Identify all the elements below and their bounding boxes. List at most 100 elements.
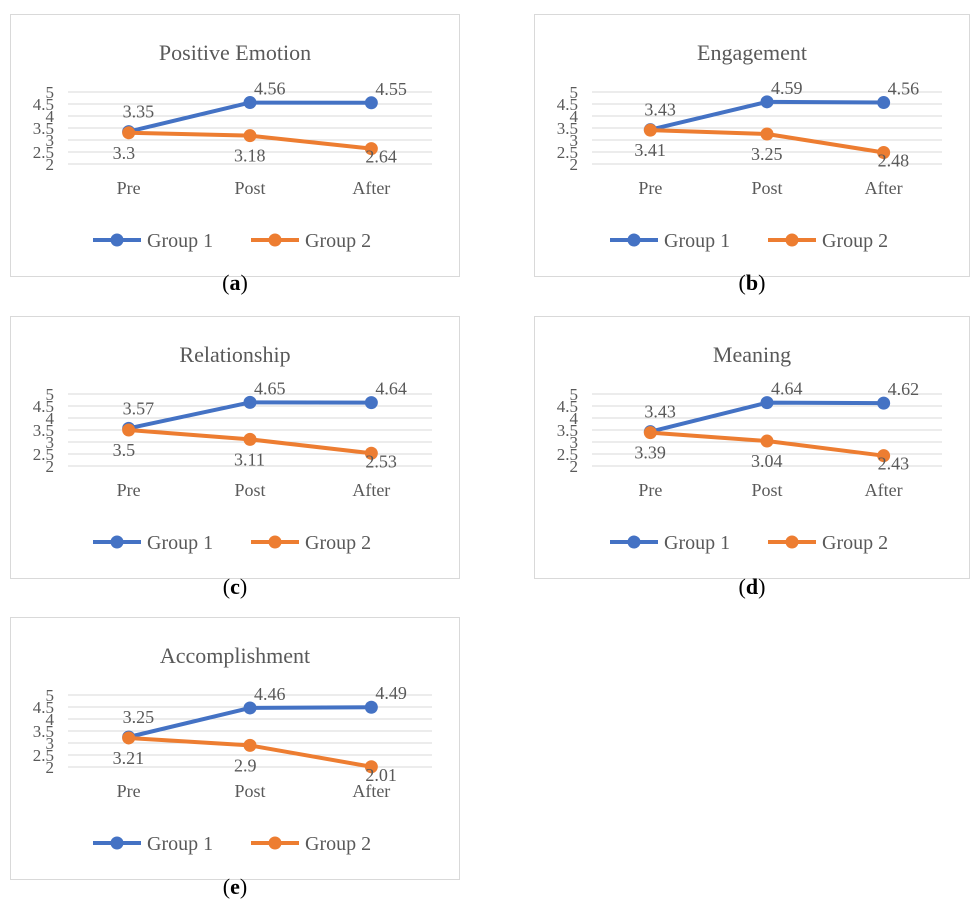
chart-svg: Positive Emotion22.533.544.55Pre Post Afte… bbox=[10, 14, 460, 277]
y-tick-label: 5 bbox=[570, 83, 579, 102]
data-point bbox=[244, 129, 257, 142]
data-label: 4.62 bbox=[888, 379, 920, 399]
data-label: 3.11 bbox=[234, 449, 265, 469]
data-label: 3.35 bbox=[123, 102, 154, 122]
legend-label: Group 2 bbox=[305, 532, 371, 554]
legend-marker bbox=[628, 234, 641, 247]
data-label: 3.21 bbox=[113, 748, 144, 768]
data-label: 2.53 bbox=[365, 451, 397, 471]
legend-label: Group 1 bbox=[664, 532, 730, 554]
panel-caption: (c) bbox=[10, 574, 460, 600]
legend-label: Group 2 bbox=[305, 230, 371, 252]
data-label: 4.64 bbox=[375, 379, 407, 399]
x-tick-label: Post bbox=[234, 480, 265, 500]
legend-label: Group 1 bbox=[147, 230, 213, 252]
data-point bbox=[761, 128, 774, 141]
data-label: 3.3 bbox=[113, 143, 135, 163]
chart-svg: Accomplishment22.533.544.55Pre Post After3… bbox=[10, 617, 460, 880]
chart-title: Accomplishment bbox=[160, 643, 310, 668]
chart-title: Relationship bbox=[179, 342, 290, 367]
data-label: 4.49 bbox=[375, 683, 407, 703]
data-label: 4.59 bbox=[771, 78, 803, 98]
x-tick-label: After bbox=[865, 178, 903, 198]
x-tick-label: Post bbox=[234, 781, 265, 801]
y-tick-label: 5 bbox=[46, 83, 55, 102]
legend-label: Group 2 bbox=[822, 532, 888, 554]
legend-marker bbox=[269, 536, 282, 549]
panel-caption-letter: d bbox=[746, 574, 758, 599]
data-point bbox=[761, 435, 774, 448]
data-label: 2.43 bbox=[878, 454, 910, 474]
y-tick-label: 5 bbox=[46, 385, 55, 404]
x-tick-label: Pre bbox=[638, 178, 662, 198]
chart-panel-a: Positive Emotion 2 2.5 3 3.5 4 4.5 5 Pre Post Afte… bbox=[10, 14, 460, 314]
data-label: 4.65 bbox=[254, 378, 286, 398]
data-label: 4.46 bbox=[254, 684, 286, 704]
x-tick-label: Pre bbox=[117, 178, 141, 198]
data-label: 2.48 bbox=[878, 150, 910, 170]
data-point bbox=[244, 739, 257, 752]
x-tick-label: After bbox=[865, 480, 903, 500]
data-label: 3.5 bbox=[113, 440, 135, 460]
panel-caption-letter: c bbox=[230, 574, 240, 599]
x-tick-label: Post bbox=[751, 480, 782, 500]
panel-caption-letter: a bbox=[230, 270, 241, 295]
legend-marker bbox=[111, 837, 124, 850]
data-point bbox=[644, 124, 657, 137]
panel-caption: (a) bbox=[10, 270, 460, 296]
data-label: 3.43 bbox=[644, 402, 676, 422]
legend-label: Group 2 bbox=[822, 230, 888, 252]
legend-marker bbox=[786, 536, 799, 549]
panel-caption: (e) bbox=[10, 874, 460, 900]
chart-panel-e: Accomplishment 2 2.5 3 3.5 4 4.5 5 Pre Post After 3… bbox=[10, 617, 460, 918]
data-label: 4.55 bbox=[375, 79, 407, 99]
legend-label: Group 1 bbox=[664, 230, 730, 252]
chart-svg: Meaning 22.533.544.55 Pre Post After 3.43 4.64… bbox=[534, 316, 970, 579]
chart-panel-d: Meaning 2 2.5 3 3.5 4 4.5 5 Pre Post After 3.43 4.64… bbox=[534, 316, 970, 618]
data-point bbox=[122, 424, 135, 437]
x-tick-label: Post bbox=[234, 178, 265, 198]
legend-marker bbox=[111, 234, 124, 247]
x-tick-label: After bbox=[352, 178, 390, 198]
data-label: 2.01 bbox=[365, 765, 397, 785]
data-label: 4.56 bbox=[254, 79, 286, 99]
legend-marker bbox=[786, 234, 799, 247]
data-point bbox=[244, 433, 257, 446]
chart-panel-c: Relationship 2 2.5 3 3.5 4 4.5 5 Pre Post After 3.5… bbox=[10, 316, 460, 618]
data-label: 3.25 bbox=[123, 707, 154, 727]
chart-title: Meaning bbox=[713, 342, 791, 367]
chart-svg: Engagement 22.533.544.55 Pre Post After 3.43 4… bbox=[534, 14, 970, 277]
data-point bbox=[644, 426, 657, 439]
data-point bbox=[122, 126, 135, 139]
panel-caption: (d) bbox=[534, 574, 970, 600]
legend-marker bbox=[269, 837, 282, 850]
panel-caption-letter: e bbox=[230, 874, 240, 899]
chart-panel-b: Engagement 2 2.5 3 3.5 4 4.5 5 Pre Post After 3.43 4… bbox=[534, 14, 970, 314]
panel-caption: (b) bbox=[534, 270, 970, 296]
data-label: 3.25 bbox=[751, 144, 783, 164]
data-label: 3.18 bbox=[234, 146, 266, 166]
x-tick-label: Pre bbox=[117, 480, 141, 500]
legend-label: Group 1 bbox=[147, 833, 213, 855]
x-tick-label: After bbox=[352, 480, 390, 500]
x-tick-label: Pre bbox=[638, 480, 662, 500]
x-tick-label: Post bbox=[751, 178, 782, 198]
data-label: 2.9 bbox=[234, 755, 257, 775]
chart-title: Positive Emotion bbox=[159, 40, 311, 65]
data-point bbox=[122, 731, 135, 744]
data-label: 3.39 bbox=[634, 443, 666, 463]
y-tick-label: 5 bbox=[570, 385, 579, 404]
legend-label: Group 1 bbox=[147, 532, 213, 554]
data-label: 4.56 bbox=[888, 79, 920, 99]
legend-marker bbox=[111, 536, 124, 549]
data-label: 3.04 bbox=[751, 451, 783, 471]
panel-caption-letter: b bbox=[746, 270, 758, 295]
x-tick-label: Pre bbox=[117, 781, 141, 801]
data-label: 3.41 bbox=[634, 140, 666, 160]
legend-marker bbox=[269, 234, 282, 247]
data-label: 3.57 bbox=[123, 398, 154, 418]
data-label: 2.64 bbox=[365, 147, 397, 167]
legend-label: Group 2 bbox=[305, 833, 371, 855]
data-label: 4.64 bbox=[771, 379, 803, 399]
